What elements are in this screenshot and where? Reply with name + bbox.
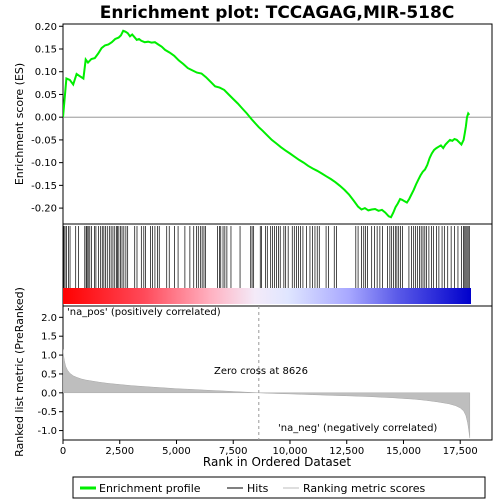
chart-title: Enrichment plot: TCCAGAG,MIR-518C (100, 3, 455, 23)
pos-correlated-label: 'na_pos' (positively correlated) (67, 307, 221, 318)
neg-correlated-label: 'na_neg' (negatively correlated) (278, 423, 437, 434)
metric-panel-frame (62, 305, 493, 441)
metric-y-tick-label: 0.5 (41, 369, 57, 380)
legend-metric-label: Ranking metric scores (303, 482, 425, 495)
x-tick-label: 7,500 (219, 446, 248, 457)
es-y-tick-label: -0.20 (31, 204, 57, 215)
metric-y-tick-label: -0.5 (37, 407, 57, 418)
es-y-axis-label: Enrichment score (ES) (13, 63, 26, 185)
es-panel-frame (62, 23, 493, 225)
legend-profile-label: Enrichment profile (99, 482, 201, 495)
enrichment-profile-line (63, 29, 471, 219)
hits-ticks (63, 226, 470, 288)
es-y-tick-label: -0.15 (31, 181, 57, 192)
metric-y-axis-label: Ranked list metric (PreRanked) (13, 287, 26, 457)
legend-hits-label: Hits (247, 482, 269, 495)
legend-frame (72, 476, 486, 499)
metric-y-tick-label: 1.0 (41, 351, 57, 362)
x-tick-label: 2,500 (105, 446, 134, 457)
metric-y-tick-label: 2.0 (41, 313, 57, 324)
es-y-tick-label: -0.05 (31, 135, 57, 146)
zero-cross-label: Zero cross at 8626 (214, 366, 308, 377)
x-tick-label: 17,500 (443, 446, 478, 457)
es-y-tick-label: 0.05 (35, 90, 57, 101)
metric-y-tick-label: 1.5 (41, 332, 57, 343)
rank-gradient-bar (63, 288, 471, 304)
metric-y-tick-label: 0.0 (41, 388, 57, 399)
legend: Enrichment profile Hits Ranking metric s… (72, 476, 486, 499)
es-y-tick-label: 0.15 (35, 45, 57, 56)
es-y-tick-label: 0.10 (35, 67, 57, 78)
x-tick-label: 12,500 (329, 446, 364, 457)
x-tick-label: 5,000 (162, 446, 191, 457)
metric-y-tick-label: -1.0 (37, 426, 57, 437)
es-y-tick-label: 0.00 (35, 113, 57, 124)
es-y-tick-label: -0.10 (31, 158, 57, 169)
es-y-tick-label: 0.20 (35, 22, 57, 33)
x-tick-label: 15,000 (386, 446, 421, 457)
enrichment-profile-series (63, 29, 471, 219)
x-tick-label: 10,000 (272, 446, 307, 457)
x-ticks: 0 2,500 5,000 7,500 10,000 12,500 15,000 17,500 (60, 440, 478, 457)
x-tick-label: 0 (60, 446, 66, 457)
x-axis-label: Rank in Ordered Dataset (203, 455, 351, 469)
es-y-ticks: -0.20 -0.15 -0.10 -0.05 0.00 0.05 0.10 0.15 0.20 (31, 22, 63, 215)
metric-y-ticks: -1.0 -0.5 0.0 0.5 1.0 1.5 2.0 (37, 313, 63, 437)
